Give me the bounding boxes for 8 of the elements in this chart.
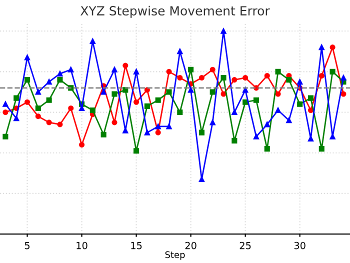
x-tick-label: 10 [76, 242, 88, 250]
chart-title: XYZ Stepwise Movement Error [80, 6, 270, 18]
x-tick-label: 5 [24, 242, 30, 250]
x-tick-label: 25 [240, 242, 251, 250]
x-tick-label: 20 [185, 242, 196, 250]
x-tick-label: 15 [131, 242, 142, 250]
x-tick-label: 30 [294, 242, 306, 250]
x-axis-title: Step [165, 251, 185, 260]
